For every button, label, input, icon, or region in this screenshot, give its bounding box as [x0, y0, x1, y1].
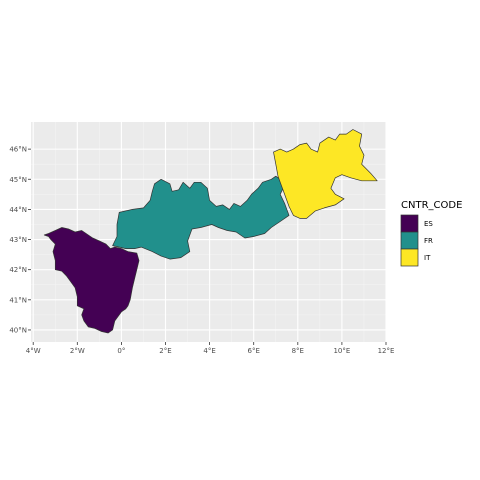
- x-tick-label: 6°E: [248, 347, 260, 355]
- x-tick-label: 4°W: [26, 347, 41, 355]
- legend-swatch-fr: [400, 231, 419, 250]
- x-tick-label: 12°E: [378, 347, 395, 355]
- y-axis: 40°N 41°N 42°N 43°N 44°N 45°N 46°N: [9, 146, 31, 334]
- region-layer: [43, 129, 378, 334]
- x-tick-label: 10°E: [333, 347, 350, 355]
- legend-title: CNTR_CODE: [401, 200, 462, 211]
- y-tick-label: 44°N: [9, 206, 27, 214]
- x-tick-label: 2°E: [159, 347, 171, 355]
- x-tick-label: 2°W: [70, 347, 85, 355]
- x-axis: 4°W 2°W 0° 2°E 4°E 6°E 8°E 10°E 12°E: [26, 342, 395, 355]
- legend-label-es: ES: [424, 220, 433, 228]
- legend-keys: ES FR IT: [400, 214, 433, 267]
- region-fr: [112, 175, 290, 260]
- x-tick-label: 0°: [117, 347, 125, 355]
- y-tick-label: 43°N: [9, 236, 27, 244]
- y-tick-label: 45°N: [9, 176, 27, 184]
- y-tick-label: 42°N: [9, 266, 27, 274]
- legend-label-it: IT: [424, 254, 431, 262]
- y-tick-label: 40°N: [9, 326, 27, 334]
- x-tick-label: 4°E: [203, 347, 215, 355]
- region-es: [43, 227, 140, 334]
- legend-label-fr: FR: [424, 237, 433, 245]
- y-tick-label: 41°N: [9, 296, 27, 304]
- legend: CNTR_CODE ES FR IT: [400, 200, 462, 267]
- legend-swatch-es: [400, 214, 419, 233]
- y-tick-label: 46°N: [9, 146, 27, 154]
- x-tick-label: 8°E: [292, 347, 304, 355]
- legend-swatch-it: [400, 248, 419, 267]
- region-it: [273, 129, 378, 219]
